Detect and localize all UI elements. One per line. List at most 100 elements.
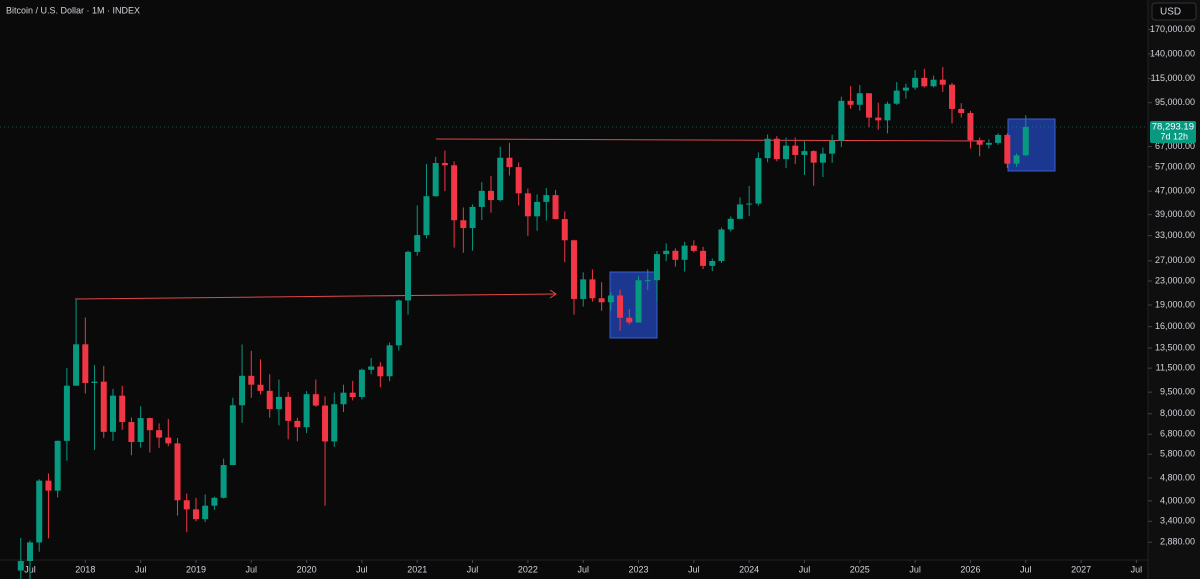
candle-body	[128, 422, 135, 443]
y-tick-label: 16,000.00	[1155, 321, 1195, 331]
candle-body	[653, 254, 660, 281]
y-tick-label: 13,500.00	[1155, 342, 1195, 352]
candle-body	[229, 405, 236, 466]
candle-body	[441, 163, 448, 166]
candle-body	[958, 108, 965, 114]
candle-body	[570, 240, 577, 299]
x-tick-label: 2018	[75, 564, 95, 574]
x-tick-label: Jul	[1020, 564, 1032, 574]
y-tick-label: 23,000.00	[1155, 275, 1195, 285]
candle-body	[109, 395, 116, 432]
candle-body	[146, 418, 153, 431]
candle-body	[902, 87, 909, 91]
candle-body	[497, 157, 504, 201]
candle-body	[506, 157, 513, 168]
candle-body	[248, 375, 255, 385]
candle-body	[524, 193, 531, 217]
candle-body	[681, 245, 688, 260]
price-badge	[1150, 121, 1196, 143]
last-price: 78,293.19	[1152, 122, 1194, 133]
candle-body	[202, 505, 209, 520]
currency: USD	[1160, 7, 1181, 18]
candle-body	[792, 145, 799, 155]
candle-body	[967, 113, 974, 141]
candle-body	[746, 203, 753, 205]
candle-body	[1004, 134, 1011, 164]
candle-body	[36, 480, 43, 543]
candle-body	[773, 138, 780, 160]
y-tick-label: 4,000.00	[1160, 495, 1195, 505]
currency-button[interactable]	[1151, 2, 1197, 21]
x-tick-label: Jul	[246, 564, 258, 574]
candle-body	[377, 366, 384, 377]
candle-body	[322, 405, 329, 442]
candle-body	[921, 77, 928, 87]
y-tick-label: 19,000.00	[1155, 299, 1195, 309]
candle-body	[543, 195, 550, 202]
candle-body	[847, 100, 854, 105]
candle-body	[580, 279, 587, 299]
candle-body	[54, 440, 61, 491]
y-tick-label: 57,000.00	[1155, 161, 1195, 171]
candle-body	[414, 235, 421, 252]
y-tick-label: 11,500.00	[1156, 363, 1195, 373]
x-tick-label: Jul	[577, 564, 589, 574]
candle-body	[285, 396, 292, 421]
countdown: 7d 12h	[1160, 131, 1188, 141]
candle-body	[469, 206, 476, 229]
candle-body	[856, 93, 863, 105]
x-tick-label: 2022	[518, 564, 538, 574]
candle-body	[700, 250, 707, 266]
candle-body	[165, 437, 172, 444]
candle-body	[829, 140, 836, 154]
candle-body	[949, 84, 955, 109]
candle-body	[617, 295, 624, 318]
candle-body	[672, 250, 679, 260]
candle-body	[838, 100, 845, 141]
candle-body	[976, 140, 983, 145]
level-line	[435, 138, 986, 142]
y-tick-label: 39,000.00	[1155, 209, 1195, 219]
x-tick-label: 2026	[960, 564, 980, 574]
price-axis-panel	[1148, 0, 1200, 579]
y-tick-label: 95,000.00	[1155, 97, 1195, 107]
candle-body	[386, 345, 393, 377]
arrow-head	[549, 289, 557, 299]
candle-body	[45, 480, 52, 491]
x-tick-label: 2020	[297, 564, 317, 574]
candle-body	[266, 390, 273, 410]
x-tick-label: Jul	[688, 564, 700, 574]
y-tick-label: 27,000.00	[1155, 255, 1195, 265]
candle-body	[174, 443, 181, 501]
candle-body	[912, 77, 919, 88]
y-tick-label: 2,880.00	[1160, 537, 1195, 547]
candle-body	[91, 381, 98, 383]
candle-body	[709, 261, 716, 266]
x-tick-label: Jul	[799, 564, 811, 574]
x-tick-label: 2027	[1071, 564, 1091, 574]
x-tick-label: 2024	[739, 564, 759, 574]
candle-body	[63, 385, 70, 441]
candle-body	[690, 245, 697, 251]
candle-body	[183, 500, 190, 510]
x-tick-label: 2021	[407, 564, 427, 574]
candle-body	[875, 117, 882, 121]
candle-body	[727, 218, 734, 230]
y-tick-label: 170,000.00	[1150, 24, 1195, 34]
candle-body	[451, 165, 458, 221]
candle-body	[137, 418, 144, 443]
y-tick-label: 3,400.00	[1160, 516, 1195, 526]
candle-body	[257, 384, 264, 391]
candle-body	[211, 497, 218, 506]
y-tick-label: 115,000.00	[1151, 73, 1195, 83]
candle-body	[764, 138, 771, 159]
x-tick-label: 2023	[629, 564, 649, 574]
candle-body	[552, 195, 559, 220]
candle-body	[810, 151, 817, 163]
candle-body	[561, 219, 568, 241]
candle-body	[930, 79, 937, 87]
candle-body	[626, 317, 633, 323]
candle-body	[312, 394, 319, 406]
chart-title: Bitcoin / U.S. Dollar · 1M · INDEX	[6, 5, 140, 15]
